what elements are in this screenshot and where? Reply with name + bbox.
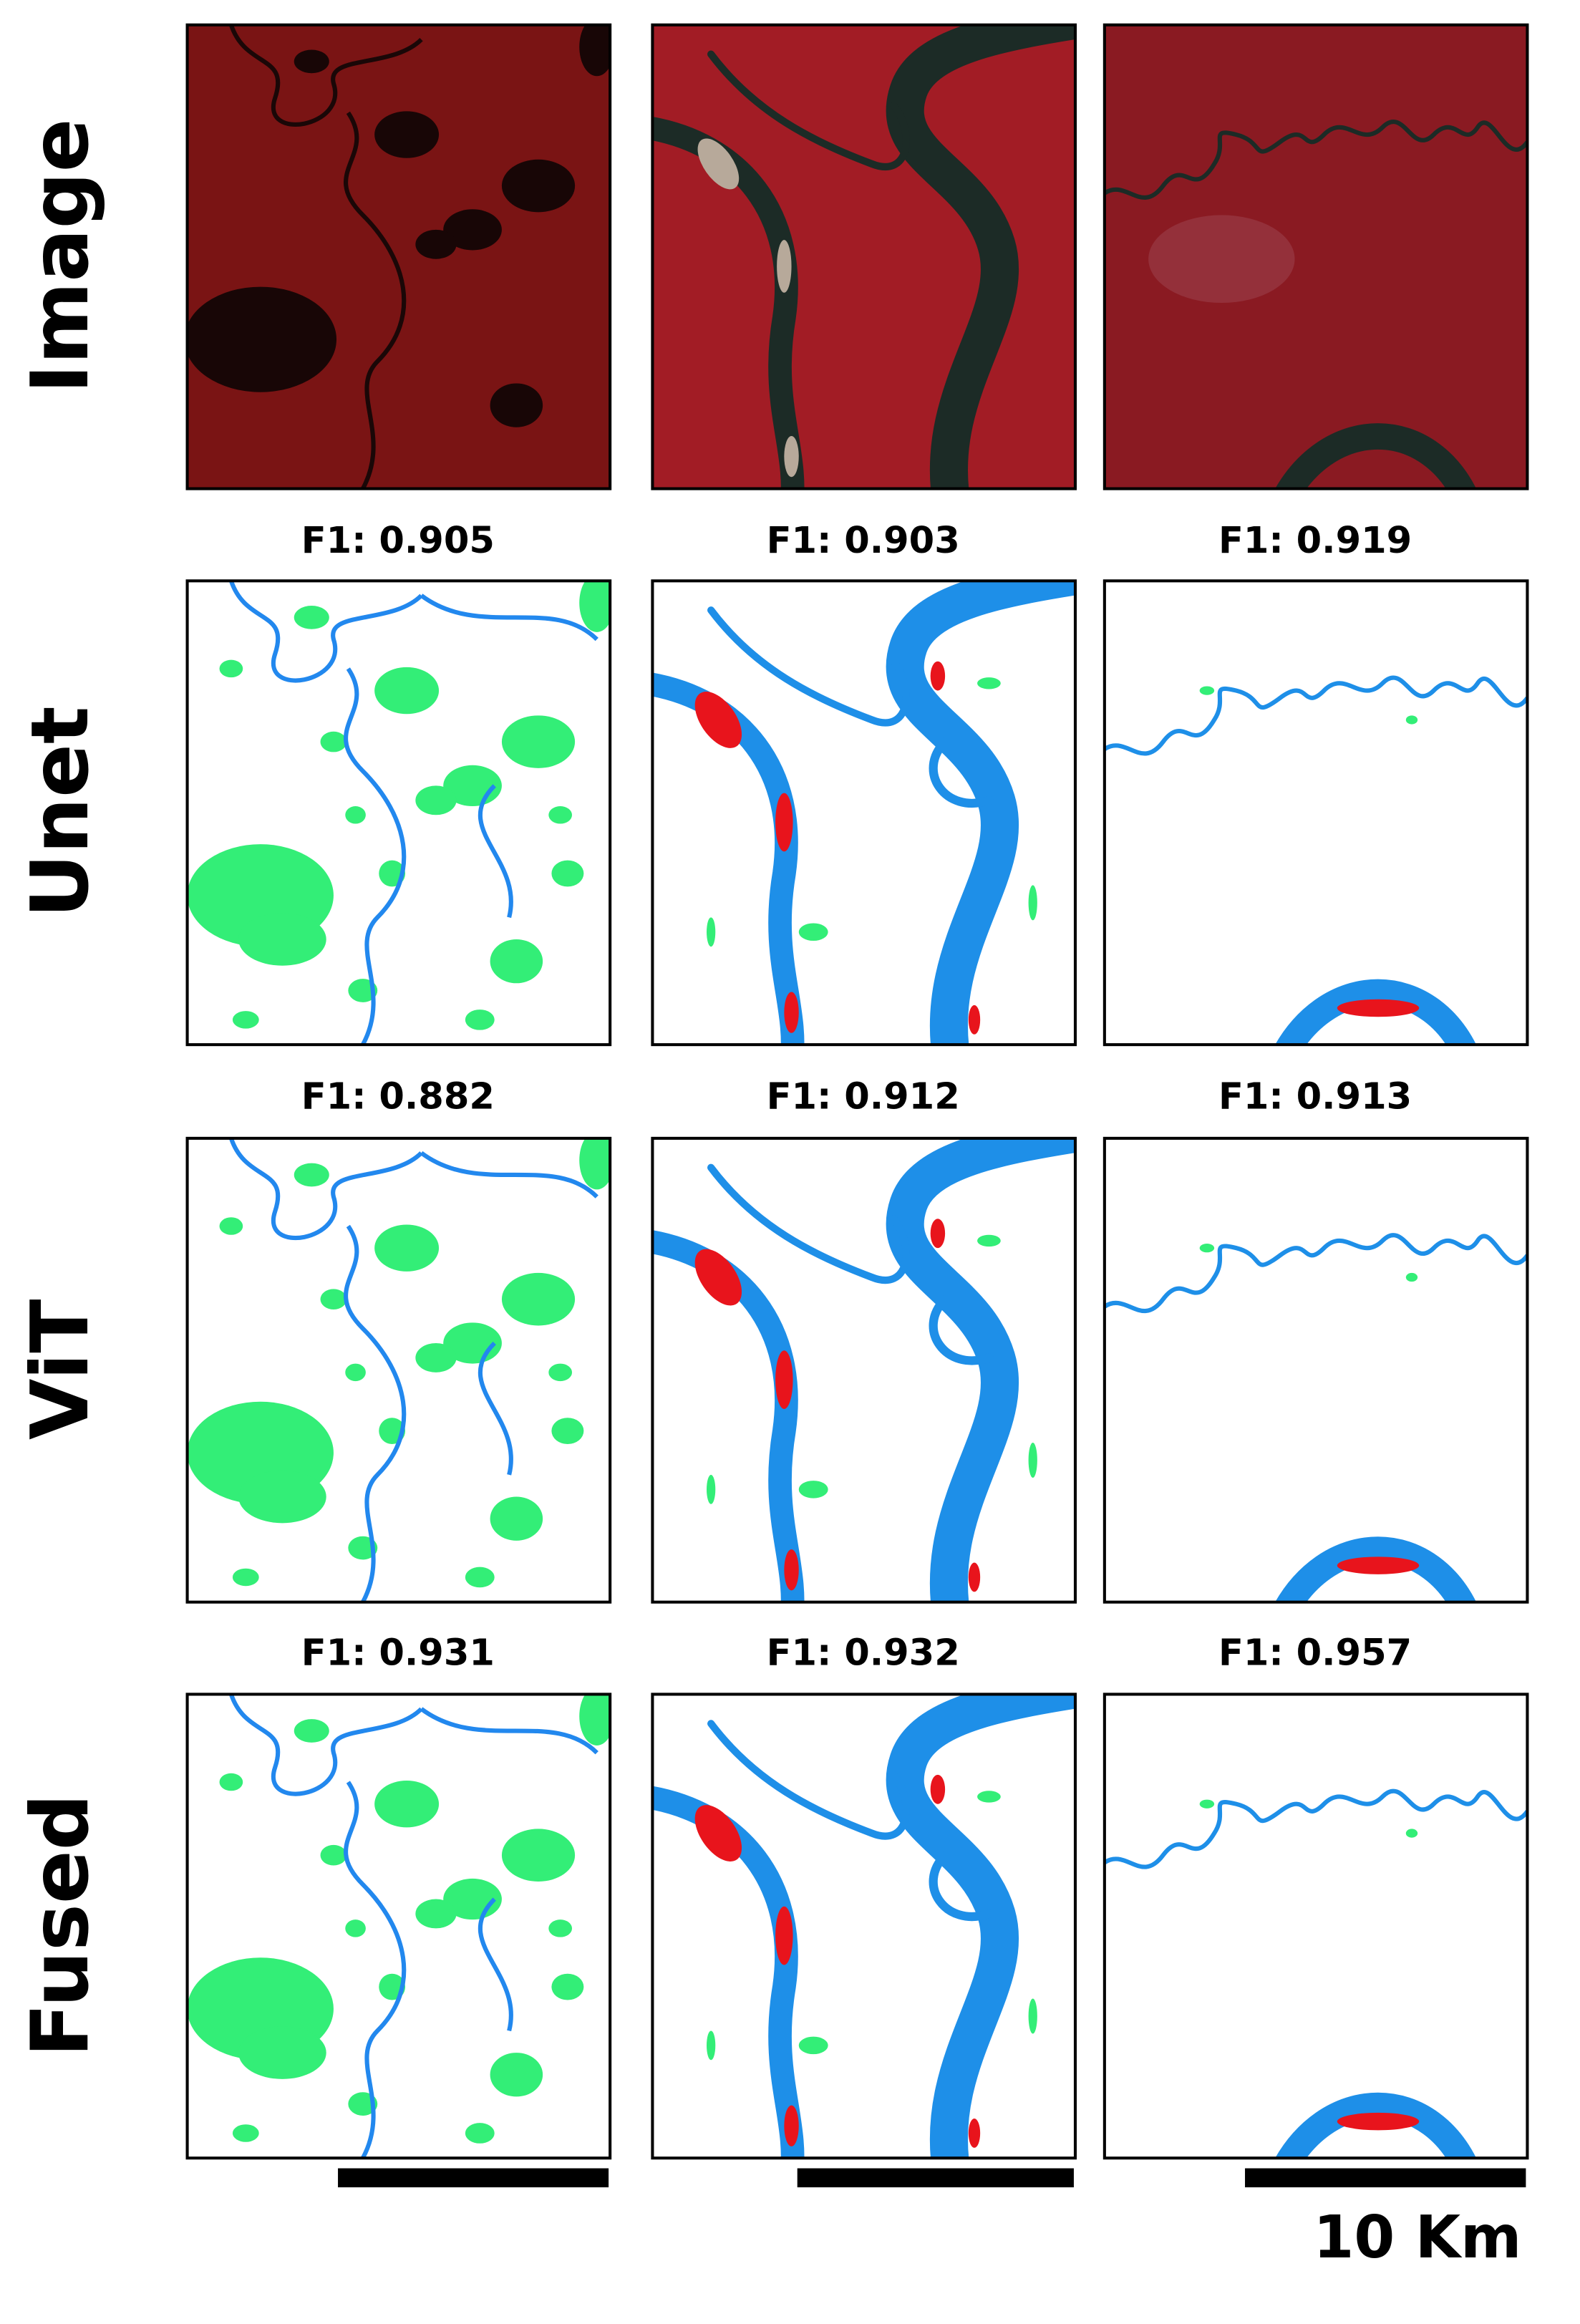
row-label: ViT (15, 1299, 107, 1440)
segmentation-map (1105, 1694, 1528, 2177)
scale-bar (1245, 2168, 1526, 2188)
scale-bar (338, 2168, 609, 2188)
row-label: Unet (15, 706, 107, 918)
segmentation-map (188, 1131, 615, 1602)
f1-score: F1: 0.912 (767, 1076, 960, 1118)
scale-bar (797, 2168, 1074, 2188)
f1-score: F1: 0.931 (301, 1632, 495, 1674)
row-label: Image (15, 118, 107, 393)
f1-score: F1: 0.882 (301, 1076, 495, 1118)
segmentation-map (188, 573, 615, 1045)
segmentation-map (1105, 581, 1528, 1063)
satellite-image (1105, 25, 1528, 508)
segmentation-map (188, 1687, 615, 2158)
row-label: Fused (15, 1793, 107, 2057)
f1-score: F1: 0.905 (301, 520, 495, 562)
segmentation-map (1105, 1138, 1528, 1621)
f1-score: F1: 0.957 (1218, 1632, 1412, 1674)
segmentation-map (645, 1687, 1091, 2177)
f1-score: F1: 0.913 (1218, 1076, 1412, 1118)
segmentation-map (645, 1131, 1091, 1622)
satellite-image (184, 18, 614, 489)
f1-score: F1: 0.919 (1218, 520, 1412, 562)
segmentation-map (645, 573, 1091, 1064)
satellite-image (645, 18, 1091, 508)
f1-score: F1: 0.903 (767, 520, 960, 562)
scale-label: 10 Km (1314, 2204, 1522, 2272)
f1-score: F1: 0.932 (767, 1632, 960, 1674)
